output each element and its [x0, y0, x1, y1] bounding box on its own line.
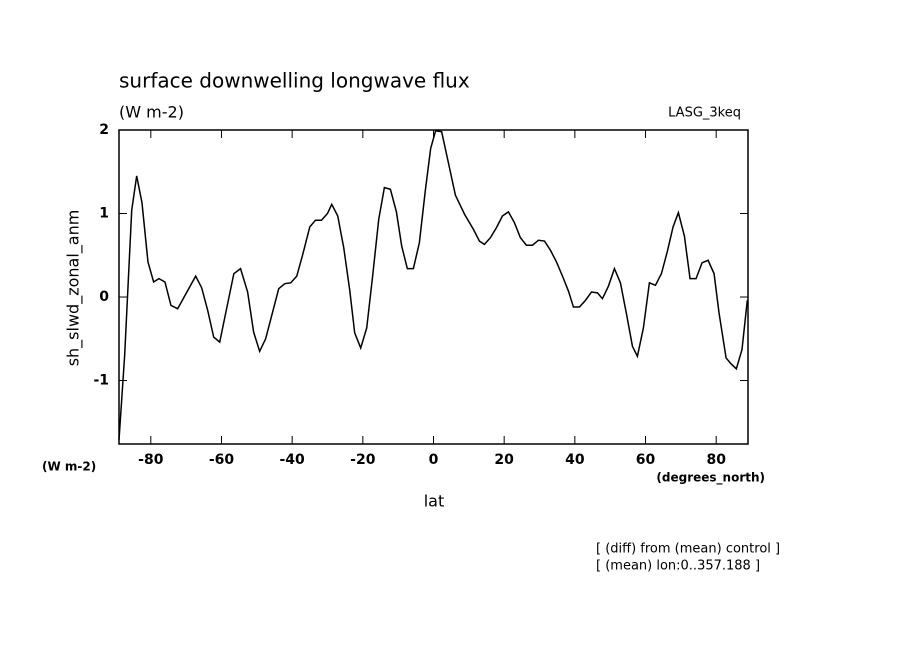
y-tick-label: 1 — [99, 206, 109, 222]
x-axis-label: lat — [424, 492, 445, 511]
x-tick-label: 80 — [706, 452, 726, 468]
experiment: LASG_3keq — [668, 106, 741, 121]
x-tick-label: 60 — [636, 452, 656, 468]
x-tick-label: -80 — [138, 452, 164, 468]
y-tick-label: 2 — [99, 122, 109, 138]
plot-frame — [118, 129, 749, 445]
x-tick-label: 0 — [429, 452, 439, 468]
x-tick-label: -60 — [209, 452, 235, 468]
x-units: (degrees_north) — [656, 471, 765, 486]
note: [ (mean) lon:0..357.188 ] — [596, 559, 760, 574]
note: [ (diff) from (mean) control ] — [596, 542, 780, 557]
x-tick-label: 20 — [494, 452, 514, 468]
data-line — [118, 130, 749, 440]
x-tick-label: -40 — [280, 452, 306, 468]
y-tick-label: 0 — [99, 289, 109, 305]
chart-title: surface downwelling longwave flux — [119, 69, 470, 93]
units: (W m-2) — [119, 103, 184, 122]
y-axis-label: sh_slwd_zonal_anm — [64, 210, 84, 367]
x-tick-label: -20 — [350, 452, 376, 468]
y-tick-label: -1 — [93, 373, 109, 389]
x-tick-label: 40 — [565, 452, 585, 468]
y-units: (W m-2) — [42, 460, 96, 474]
